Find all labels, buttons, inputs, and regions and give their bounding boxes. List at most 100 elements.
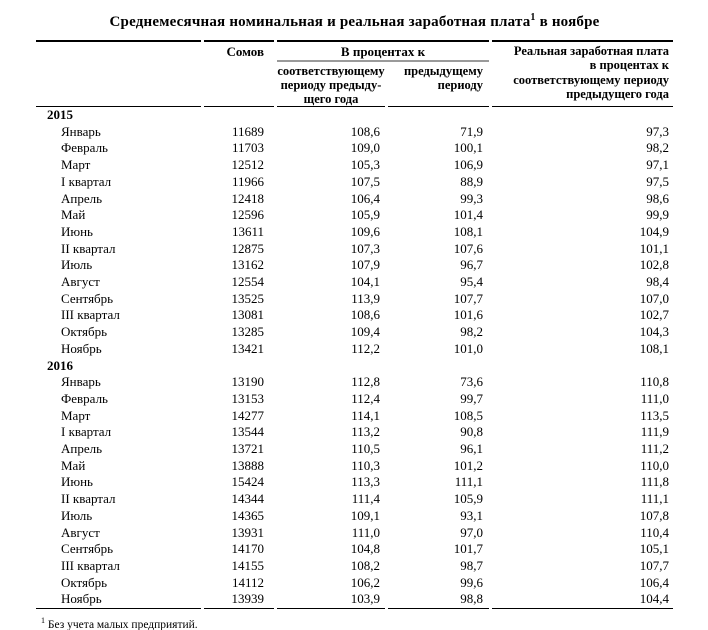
row-label: Январь xyxy=(61,374,101,390)
pct-prev-period-value: 107,7 xyxy=(453,290,483,306)
row-label: Ноябрь xyxy=(61,340,102,356)
title-footnote-marker: 1 xyxy=(530,12,536,23)
pct-prev-period-value: 101,4 xyxy=(453,207,483,223)
somov-value: 13190 xyxy=(231,374,265,390)
pct-prev-year-value: 112,2 xyxy=(351,340,380,356)
pct-prev-period-value: 90,8 xyxy=(460,424,483,440)
real-wage-value: 101,1 xyxy=(639,240,669,256)
row-label: Сентябрь xyxy=(61,290,114,306)
row-label: Август xyxy=(61,524,100,540)
real-wage-value: 104,3 xyxy=(639,324,669,340)
row-label: Ноябрь xyxy=(36,591,201,610)
pct-prev-year-value: 113,2 xyxy=(351,424,380,440)
pct-prev-year-value: 109,1 xyxy=(350,507,380,523)
row-label: II квартал xyxy=(61,240,116,256)
somov-value: 13544 xyxy=(231,424,265,440)
real-wage-value: 102,8 xyxy=(639,257,669,273)
real-wage-value: 99,9 xyxy=(646,207,669,223)
table-row: Февраль 13153 112,4 99,7 111,0 xyxy=(36,391,673,408)
footnote: 1 Без учета малых предприятий. xyxy=(33,616,676,630)
real-wage-value: 111,2 xyxy=(640,441,669,457)
table-row: II квартал 12875 107,3 107,6 101,1 xyxy=(36,241,673,258)
table-row: Июль 14365 109,1 93,1 107,8 xyxy=(36,508,673,525)
pct-prev-year-value: 108,6 xyxy=(350,307,380,323)
pct-prev-period-value: 101,6 xyxy=(453,307,483,323)
header-percent-group: В процентах к xyxy=(277,40,489,62)
pct-prev-year-value: 109,6 xyxy=(350,223,380,239)
pct-prev-period-value: 88,9 xyxy=(460,173,483,189)
table-body: 2015 Январь 11689 108,6 71,9 97,3 Февраль 11703… xyxy=(36,107,673,610)
pct-prev-period-value: 73,6 xyxy=(460,374,483,390)
table-row: Июнь 15424 113,3 111,1 111,8 xyxy=(36,474,673,491)
pct-prev-year-value: 105,9 xyxy=(350,207,380,223)
pct-prev-year-value: 106,2 xyxy=(350,574,380,590)
pct-prev-year-value: 107,5 xyxy=(350,173,380,189)
table-row: Октябрь 13285 109,4 98,2 104,3 xyxy=(36,324,673,341)
footnote-marker: 1 xyxy=(41,616,45,626)
pct-prev-year-value: 112,8 xyxy=(351,374,380,390)
table-row: Октябрь 14112 106,2 99,6 106,4 xyxy=(36,575,673,592)
row-label: Февраль xyxy=(61,140,108,156)
pct-prev-year-value: 108,6 xyxy=(350,123,380,139)
real-wage-value: 111,1 xyxy=(640,491,669,507)
header-row-label-column xyxy=(36,40,201,107)
pct-prev-year-value: 111,4 xyxy=(351,491,380,507)
table-row: Ноябрь 13939 103,9 98,8 104,4 xyxy=(36,591,673,610)
table-row: Апрель 12418 106,4 99,3 98,6 xyxy=(36,191,673,208)
row-label: Июнь xyxy=(61,474,93,490)
pct-prev-period-value: 96,7 xyxy=(460,257,483,273)
pct-prev-period-value: 105,9 xyxy=(453,491,483,507)
pct-prev-year-value: 109,0 xyxy=(350,140,380,156)
real-wage-value: 98,2 xyxy=(646,140,669,156)
row-label: Июль xyxy=(61,507,93,523)
row-label: Март xyxy=(61,407,91,423)
year-label: 2016 xyxy=(47,357,73,373)
real-wage-value: 98,6 xyxy=(646,190,669,206)
pct-prev-period-value: 106,9 xyxy=(453,157,483,173)
table-row: III квартал 14155 108,2 98,7 107,7 xyxy=(36,558,673,575)
real-wage-value: 104,4 xyxy=(492,591,673,610)
somov-value: 13162 xyxy=(231,257,265,273)
pct-prev-period-value: 99,3 xyxy=(460,190,483,206)
header-somov: Сомов xyxy=(204,40,274,107)
real-wage-value: 107,7 xyxy=(639,557,669,573)
pct-prev-year-value: 113,3 xyxy=(351,474,380,490)
pct-prev-year-value: 107,9 xyxy=(350,257,380,273)
table-row: Сентябрь 14170 104,8 101,7 105,1 xyxy=(36,541,673,558)
somov-value: 13888 xyxy=(231,457,265,473)
pct-prev-period-value: 100,1 xyxy=(453,140,483,156)
real-wage-value: 107,0 xyxy=(639,290,669,306)
row-label: Февраль xyxy=(61,390,108,406)
row-label: Апрель xyxy=(61,441,103,457)
table-row: I квартал 11966 107,5 88,9 97,5 xyxy=(36,174,673,191)
somov-value: 14365 xyxy=(231,507,265,523)
table-row: Март 14277 114,1 108,5 113,5 xyxy=(36,408,673,425)
wage-table: Сомов В процентах к Реальная заработная … xyxy=(33,40,676,610)
table-row: Апрель 13721 110,5 96,1 111,2 xyxy=(36,441,673,458)
year-label: 2015 xyxy=(47,107,73,122)
pct-prev-period-value: 95,4 xyxy=(460,274,483,290)
pct-prev-period-value: 71,9 xyxy=(460,123,483,139)
table-row: Июнь 13611 109,6 108,1 104,9 xyxy=(36,224,673,241)
somov-value: 15424 xyxy=(231,474,265,490)
somov-value: 12875 xyxy=(231,240,265,256)
real-wage-value: 102,7 xyxy=(639,307,669,323)
pct-prev-year-value: 108,2 xyxy=(350,557,380,573)
somov-value: 13721 xyxy=(231,441,265,457)
real-wage-value: 110,0 xyxy=(640,457,669,473)
somov-value: 13421 xyxy=(231,340,265,356)
real-wage-value: 110,4 xyxy=(640,524,669,540)
somov-value: 13939 xyxy=(204,591,274,610)
table-row: Ноябрь 13421 112,2 101,0 108,1 xyxy=(36,341,673,358)
real-wage-value: 106,4 xyxy=(639,574,669,590)
pct-prev-year-value: 103,9 xyxy=(277,591,385,610)
table-row: II квартал 14344 111,4 105,9 111,1 xyxy=(36,491,673,508)
pct-prev-period-value: 101,7 xyxy=(453,541,483,557)
real-wage-value: 111,9 xyxy=(640,424,669,440)
somov-value: 14170 xyxy=(231,541,265,557)
table-row: I квартал 13544 113,2 90,8 111,9 xyxy=(36,424,673,441)
row-label: Июнь xyxy=(61,223,93,239)
row-label: Май xyxy=(61,457,86,473)
table-row: Январь 11689 108,6 71,9 97,3 xyxy=(36,124,673,141)
row-label: I квартал xyxy=(61,173,112,189)
